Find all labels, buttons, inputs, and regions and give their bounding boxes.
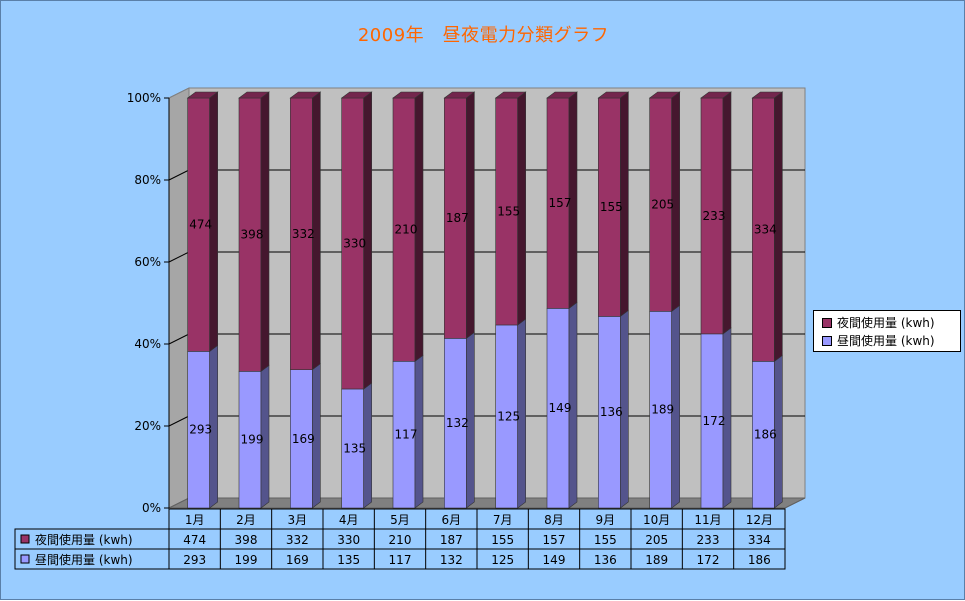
table-category-label: 5月 xyxy=(390,513,410,527)
gridline-diag xyxy=(168,169,190,181)
table-category-label: 10月 xyxy=(643,513,670,527)
data-label-night: 233 xyxy=(703,209,726,223)
bar-night-top xyxy=(443,91,476,99)
y-tick-label: 100% xyxy=(127,91,161,105)
table-value-cell: 135 xyxy=(337,553,360,567)
legend: 夜間使用量 (kwh) 昼間使用量 (kwh) xyxy=(813,310,961,352)
table-category-label: 3月 xyxy=(288,513,308,527)
bar-night-top xyxy=(186,91,219,99)
data-label-day: 135 xyxy=(343,441,366,455)
bar-night-top xyxy=(597,91,630,99)
legend-label-day: 昼間使用量 (kwh) xyxy=(837,334,935,348)
data-label-day: 132 xyxy=(446,416,469,430)
table-category-label: 1月 xyxy=(185,513,205,527)
data-label-night: 187 xyxy=(446,211,469,225)
table-value-cell: 149 xyxy=(543,553,566,567)
table-legend-swatch xyxy=(20,554,30,564)
table-category-label: 9月 xyxy=(596,513,616,527)
y-tick-label: 80% xyxy=(134,173,161,187)
table-value-cell: 155 xyxy=(491,533,514,547)
table-value-cell: 398 xyxy=(235,533,258,547)
table-value-cell: 205 xyxy=(645,533,668,547)
data-label-day: 199 xyxy=(241,433,264,447)
bar-night-top xyxy=(648,91,681,99)
table-value-cell: 155 xyxy=(594,533,617,547)
data-label-night: 334 xyxy=(754,223,777,237)
data-label-night: 332 xyxy=(292,227,315,241)
table-value-cell: 117 xyxy=(389,553,412,567)
table-value-cell: 136 xyxy=(594,553,617,567)
table-category-label: 12月 xyxy=(746,513,773,527)
table-value-cell: 125 xyxy=(491,553,514,567)
data-label-night: 155 xyxy=(600,200,623,214)
data-label-night: 157 xyxy=(549,196,572,210)
table-value-cell: 334 xyxy=(748,533,771,547)
gridline-diag xyxy=(168,251,190,263)
data-label-day: 293 xyxy=(189,423,212,437)
table-value-cell: 233 xyxy=(697,533,720,547)
data-label-day: 186 xyxy=(754,428,777,442)
table-category-label: 7月 xyxy=(493,513,513,527)
table-row-label: 昼間使用量 (kwh) xyxy=(35,552,133,567)
bar-night-top xyxy=(238,91,270,99)
plot-side-wall xyxy=(168,87,190,509)
table-value-cell: 169 xyxy=(286,553,309,567)
y-tick-label: 40% xyxy=(134,337,161,351)
chart-title: 2009年 昼夜電力分類グラフ xyxy=(357,25,610,46)
legend-item-night: 夜間使用量 (kwh) xyxy=(822,315,935,331)
table-row-label: 夜間使用量 (kwh) xyxy=(35,532,133,547)
data-label-day: 169 xyxy=(292,432,315,446)
table-value-cell: 187 xyxy=(440,533,463,547)
table-value-cell: 210 xyxy=(389,533,412,547)
table-category-label: 4月 xyxy=(339,513,359,527)
bar-night-top xyxy=(700,91,732,99)
bar-night-top xyxy=(546,91,578,99)
bar-night-top xyxy=(392,91,424,99)
y-tick-label: 60% xyxy=(134,255,161,269)
data-label-day: 172 xyxy=(703,414,726,428)
table-value-cell: 293 xyxy=(183,553,206,567)
table-category-label: 8月 xyxy=(544,513,564,527)
bar-night-top xyxy=(494,91,527,99)
table-value-cell: 332 xyxy=(286,533,309,547)
table-value-cell: 474 xyxy=(183,533,206,547)
table-value-cell: 199 xyxy=(235,553,258,567)
table-value-cell: 132 xyxy=(440,553,463,567)
data-label-day: 117 xyxy=(395,428,418,442)
data-label-night: 210 xyxy=(395,223,418,237)
data-label-day: 125 xyxy=(497,409,520,423)
plot-floor xyxy=(168,497,806,509)
y-tick-label: 20% xyxy=(134,419,161,433)
gridline-diag xyxy=(168,415,190,427)
table-category-label: 2月 xyxy=(236,513,256,527)
bar-night-top xyxy=(289,91,322,99)
data-label-night: 205 xyxy=(651,198,674,212)
y-tick-label: 0% xyxy=(142,501,161,515)
bar-night-top xyxy=(751,91,784,99)
data-label-night: 398 xyxy=(241,228,264,242)
data-label-day: 149 xyxy=(549,401,572,415)
data-label-day: 136 xyxy=(600,405,623,419)
table-category-label: 6月 xyxy=(442,513,462,527)
table-category-label: 11月 xyxy=(694,513,721,527)
legend-item-day: 昼間使用量 (kwh) xyxy=(822,333,935,349)
gridline-diag xyxy=(168,333,190,345)
table-value-cell: 330 xyxy=(337,533,360,547)
data-label-night: 330 xyxy=(343,236,366,250)
legend-label-night: 夜間使用量 (kwh) xyxy=(837,316,935,330)
legend-swatch-day xyxy=(822,336,832,346)
table-value-cell: 172 xyxy=(697,553,720,567)
table-value-cell: 157 xyxy=(543,533,566,547)
data-label-night: 474 xyxy=(189,218,212,232)
data-label-night: 155 xyxy=(497,204,520,218)
bar-night-top xyxy=(340,91,373,99)
data-label-day: 189 xyxy=(651,403,674,417)
legend-swatch-night xyxy=(822,318,832,328)
table-legend-swatch xyxy=(20,534,30,544)
table-value-cell: 189 xyxy=(645,553,668,567)
table-value-cell: 186 xyxy=(748,553,771,567)
